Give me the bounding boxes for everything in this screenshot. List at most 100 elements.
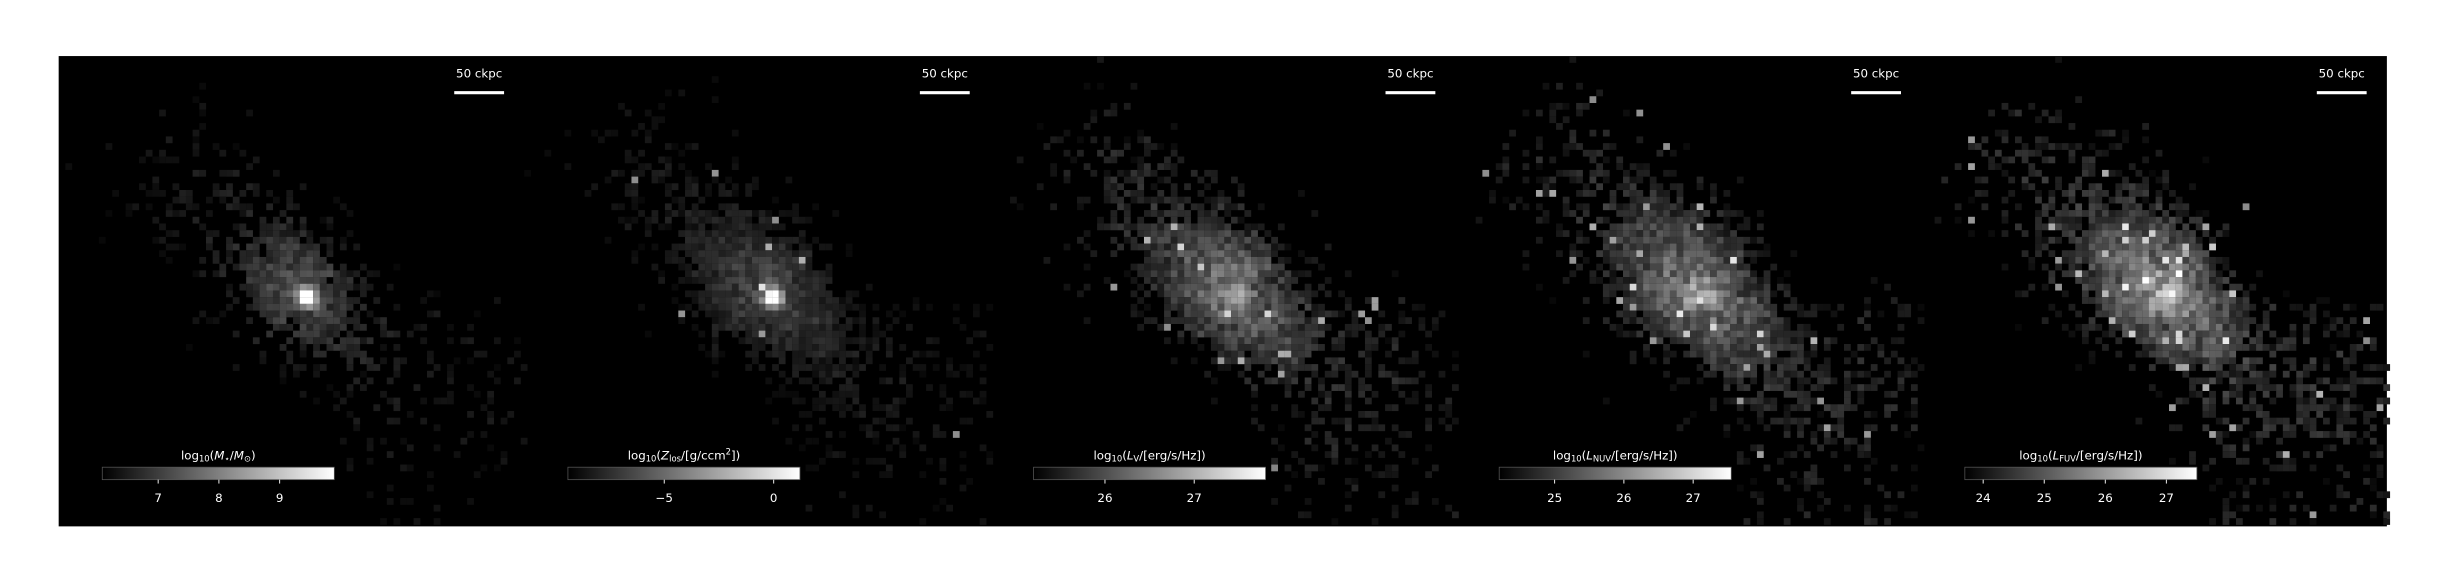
image-pixel [919,350,927,358]
image-pixel [2229,317,2237,325]
image-pixel [1204,250,1212,258]
image-pixel [1703,277,1711,284]
image-pixel [272,303,280,311]
image-pixel [1696,364,1704,371]
image-pixel [658,102,666,110]
image-pixel [1763,250,1771,258]
image-pixel [892,397,900,405]
image-pixel [2175,256,2183,264]
image-pixel [333,283,341,291]
image-pixel [772,303,779,311]
image-pixel [1311,464,1319,472]
image-pixel [1291,404,1299,412]
image-pixel [778,310,786,318]
image-pixel [1870,518,1878,525]
image-pixel [1271,437,1278,445]
image-pixel [1264,230,1272,237]
image-pixel [1297,310,1305,318]
image-pixel [2189,317,2196,325]
image-pixel [1257,236,1265,244]
image-pixel [2169,350,2176,358]
image-pixel [2182,317,2190,325]
image-pixel [1616,210,1624,217]
image-pixel [433,518,441,525]
image-pixel [1723,303,1731,311]
image-pixel [1629,176,1637,184]
image-pixel [1589,189,1597,197]
image-pixel [2323,323,2330,331]
image-pixel [678,277,686,284]
image-pixel [1643,236,1650,244]
image-pixel [1338,344,1345,351]
image-pixel [1689,344,1697,351]
image-pixel [373,317,381,325]
image-pixel [658,277,666,284]
image-pixel [1656,250,1664,258]
image-pixel [805,263,813,271]
image-pixel [678,303,686,311]
image-pixel [751,250,759,258]
image-pixel [272,230,280,237]
image-pixel [1850,404,1858,412]
image-pixel [2108,169,2116,177]
image-pixel [1616,183,1624,191]
image-pixel [972,350,980,358]
image-pixel [725,250,732,258]
image-pixel [1385,370,1392,378]
image-pixel [1344,364,1352,371]
image-pixel [1204,270,1212,278]
image-pixel [326,243,334,251]
image-pixel [1736,330,1744,338]
image-pixel [1656,230,1664,237]
image-pixel [1770,303,1778,311]
image-pixel [279,323,287,331]
image-pixel [1723,290,1731,298]
image-pixel [319,337,327,345]
image-pixel [1750,477,1758,485]
image-pixel [765,330,773,338]
image-pixel [986,410,994,418]
image-pixel [859,424,866,432]
image-pixel [1197,223,1205,231]
image-pixel [333,330,341,338]
image-pixel [2262,477,2270,485]
image-pixel [879,511,887,519]
image-pixel [2142,189,2150,197]
image-pixel [1636,317,1644,325]
image-pixel [1649,216,1657,224]
image-pixel [1676,424,1684,432]
image-pixel [433,397,441,405]
image-pixel [638,163,645,170]
image-pixel [2122,303,2129,311]
image-pixel [1803,417,1811,425]
image-pixel [952,370,960,378]
image-pixel [2182,397,2190,405]
image-pixel [1110,109,1118,117]
image-pixel [986,457,994,465]
image-pixel [885,404,893,412]
image-pixel [165,210,173,217]
image-pixel [1237,216,1245,224]
image-pixel [2142,243,2150,251]
image-pixel [2189,277,2196,284]
image-pixel [1271,263,1278,271]
image-pixel [1723,210,1731,217]
image-pixel [514,350,521,358]
image-pixel [1663,290,1670,298]
image-pixel [1843,390,1851,398]
image-pixel [1730,210,1737,217]
image-pixel [1783,290,1791,298]
image-pixel [1110,176,1118,184]
image-pixel [758,330,766,338]
image-pixel [293,330,300,338]
image-pixel [1736,357,1744,365]
image-pixel [1736,323,1744,331]
image-pixel [1904,370,1912,378]
image-pixel [2162,230,2170,237]
image-pixel [1689,297,1697,304]
image-pixel [1090,116,1098,124]
image-pixel [2162,290,2170,298]
image-pixel [738,243,746,251]
image-pixel [2128,310,2136,318]
image-pixel [2282,491,2290,499]
